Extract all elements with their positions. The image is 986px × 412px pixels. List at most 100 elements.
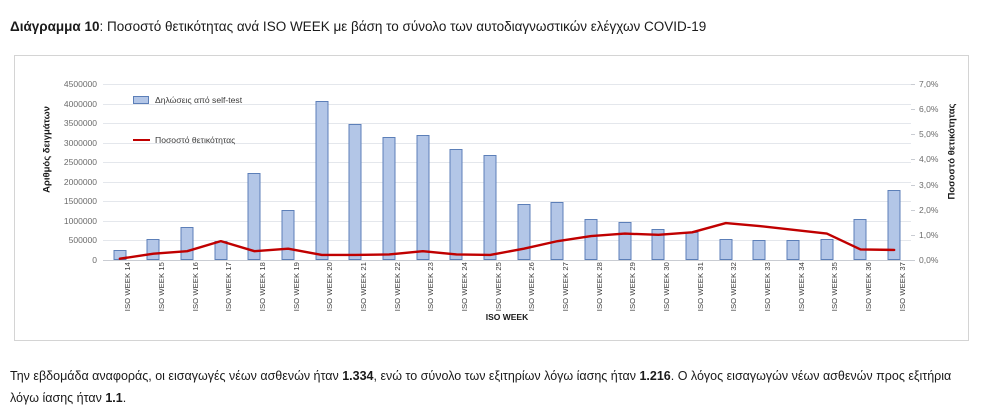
- legend-label-line: Ποσοστό θετικότητας: [155, 135, 236, 145]
- x-axis-label: ISO WEEK 35: [830, 262, 840, 312]
- left-axis-tick: 2000000: [63, 176, 97, 187]
- chart-container: Αριθμός δειγμάτων Ποσοστό θετικότητας IS…: [14, 55, 969, 341]
- bar-slot: [473, 84, 507, 260]
- gridline: 1000000: [64, 216, 911, 226]
- legend-label-bar: Δηλώσεις από self-test: [155, 95, 243, 105]
- bar: [281, 209, 295, 260]
- x-axis-label: ISO WEEK 31: [695, 262, 705, 312]
- left-axis-tick: 500000: [68, 235, 97, 246]
- left-axis-tick: 2500000: [63, 157, 97, 168]
- bar: [517, 204, 531, 260]
- caption-part-3: . Ο λόγος εισαγωγών νέων ασθενών προς εξ…: [10, 369, 952, 405]
- right-tick-row: 0,0%: [103, 255, 938, 265]
- right-axis-tickmark: [911, 184, 915, 186]
- x-axis-label: ISO WEEK 28: [594, 262, 604, 312]
- x-axis-label: ISO WEEK 37: [897, 262, 907, 312]
- left-axis-tick: 4000000: [63, 98, 97, 109]
- right-tick-row: 7,0%: [103, 79, 938, 89]
- bar: [348, 123, 362, 260]
- figure-caption: Την εβδομάδα αναφοράς, οι εισαγωγές νέων…: [10, 365, 976, 409]
- bar-slot: [339, 84, 373, 260]
- bar: [449, 148, 463, 260]
- plot-area: 4500000 4000000 3500000 3000000 2500000 20000…: [64, 79, 938, 288]
- figure-number: Διάγραμμα 10: [10, 19, 100, 34]
- line-swatch-icon: [133, 138, 150, 142]
- x-axis-label: ISO WEEK 32: [729, 262, 739, 312]
- bar-slot: [877, 84, 911, 260]
- bar: [247, 172, 261, 260]
- bar-slot: [743, 84, 777, 260]
- bar-swatch-icon: [133, 96, 149, 104]
- left-axis-tick: 4500000: [63, 79, 97, 89]
- x-axis-label: ISO WEEK 19: [291, 262, 301, 312]
- caption-value-discharges: 1.216: [639, 369, 671, 383]
- right-axis-tick: 4,0%: [919, 154, 939, 165]
- right-axis-tickmark: [911, 209, 915, 211]
- right-tick-row: 3,0%: [103, 180, 938, 190]
- bar: [820, 239, 834, 260]
- bar-slot: [372, 84, 406, 260]
- x-axis-label: ISO WEEK 27: [561, 262, 570, 312]
- figure-title-text: : Ποσοστό θετικότητας ανά ISO WEEK με βά…: [99, 19, 707, 34]
- right-tick-row: 2,0%: [103, 205, 938, 215]
- bar: [752, 240, 766, 260]
- x-axis-label: ISO WEEK 14: [123, 262, 133, 312]
- gridline: 0: [92, 255, 911, 265]
- bar: [550, 202, 564, 260]
- right-axis-tick: 3,0%: [919, 179, 939, 190]
- caption-part-4: .: [122, 391, 127, 405]
- x-axis-label: ISO WEEK 29: [628, 262, 638, 312]
- right-axis-tick: 0,0%: [919, 255, 939, 265]
- bar-slot: [810, 84, 844, 260]
- right-tick-row: 4,0%: [103, 154, 938, 164]
- caption-part-2: , ενώ το σύνολο των εξιτηρίων λόγω ίασης…: [373, 369, 640, 383]
- right-axis-tickmark: [911, 234, 915, 236]
- right-axis-tickmark: [911, 84, 915, 85]
- right-axis-tickmark: [911, 109, 915, 111]
- bar-slot: [440, 84, 474, 260]
- x-axis-label: ISO WEEK 36: [864, 262, 873, 312]
- legend-item-line: Ποσοστό θετικότητας: [133, 133, 242, 147]
- caption-part-1: Την εβδομάδα αναφοράς, οι εισαγωγές νέων…: [10, 369, 343, 383]
- caption-value-ratio: 1.1: [105, 391, 123, 405]
- bar: [483, 154, 497, 260]
- bar-slot: [642, 84, 676, 260]
- right-tick-row: 1,0%: [103, 230, 938, 240]
- gridline: 4000000: [64, 99, 911, 109]
- left-axis-title: Αριθμός δειγμάτων: [41, 106, 53, 193]
- right-axis-tickmark: [911, 159, 915, 161]
- right-axis-title: Ποσοστό θετικότητας: [946, 103, 958, 200]
- x-axis-label: ISO WEEK 18: [258, 262, 267, 312]
- bar-slot: [406, 84, 440, 260]
- right-axis-tick: 1,0%: [919, 229, 939, 240]
- x-axis-label: ISO WEEK 25: [493, 262, 503, 312]
- x-axis-label: ISO WEEK 22: [392, 262, 402, 312]
- bar-slot: [574, 84, 608, 260]
- right-axis-tick: 2,0%: [919, 204, 939, 215]
- x-axis-label: ISO WEEK 23: [426, 262, 436, 312]
- left-axis-tick: 0: [92, 255, 97, 265]
- right-tick-row: 6,0%: [103, 104, 938, 114]
- x-axis-label: ISO WEEK 16: [190, 262, 200, 312]
- bar: [584, 218, 598, 260]
- plot-inner: 4500000 4000000 3500000 3000000 2500000 20000…: [64, 79, 938, 265]
- bar: [719, 238, 733, 260]
- x-axis-label: ISO WEEK 24: [460, 262, 469, 312]
- legend-item-bar: Δηλώσεις από self-test: [133, 93, 242, 107]
- x-axis-title: ISO WEEK: [485, 312, 529, 322]
- bar-slot: [541, 84, 575, 260]
- bar-slot: [507, 84, 541, 260]
- bar-slot: [238, 84, 272, 260]
- gridline: 2500000: [64, 157, 911, 167]
- left-axis-tick: 3000000: [63, 137, 97, 148]
- right-tick-row: 5,0%: [103, 129, 938, 139]
- bar-slot: [305, 84, 339, 260]
- figure-title: Διάγραμμα 10: Ποσοστό θετικότητας ανά IS…: [10, 19, 706, 35]
- bar: [618, 222, 632, 260]
- gridline: 3500000: [64, 118, 911, 128]
- gridline: 2000000: [64, 177, 911, 187]
- x-axis-label: ISO WEEK 33: [763, 262, 772, 312]
- bar: [651, 228, 665, 260]
- bar: [887, 190, 901, 260]
